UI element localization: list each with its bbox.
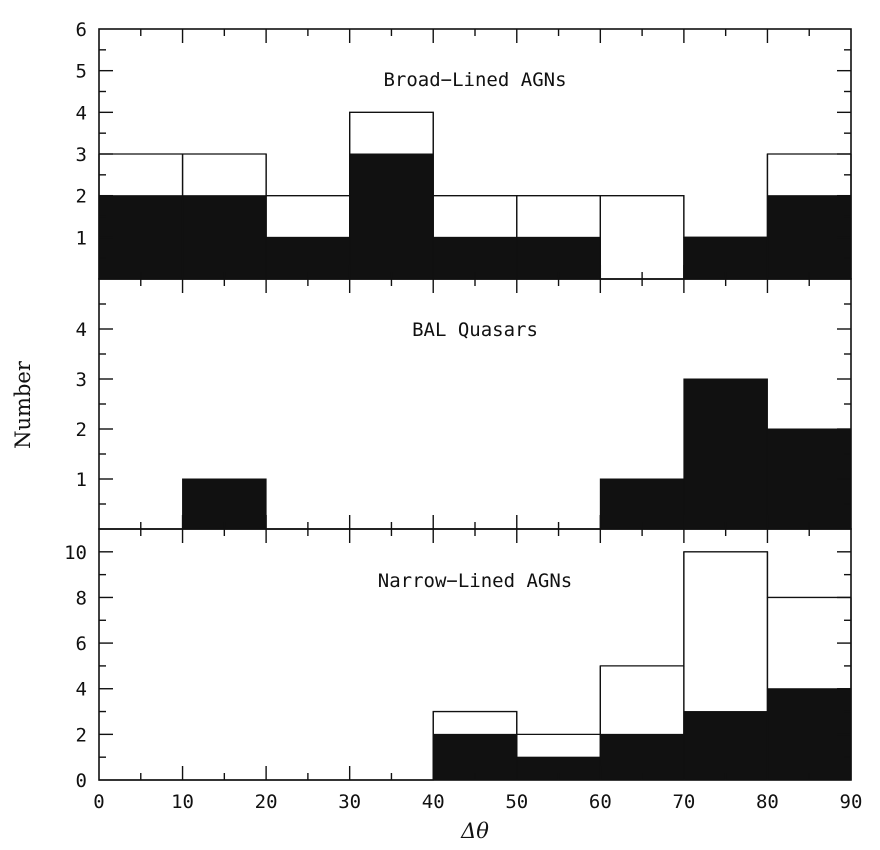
histogram-bar-filled bbox=[349, 153, 434, 280]
x-tick-label: 30 bbox=[338, 791, 361, 813]
y-tick-label: 6 bbox=[76, 19, 87, 41]
x-tick-label: 80 bbox=[756, 791, 779, 813]
y-tick-label: 2 bbox=[76, 186, 87, 208]
x-axis-tick-labels: 0 10 20 30 40 50 60 70 80 90 bbox=[93, 791, 862, 813]
x-axis-title: Δθ bbox=[460, 819, 489, 843]
y-tick-label: 1 bbox=[76, 227, 87, 249]
y-tick-label: 4 bbox=[76, 319, 87, 341]
y-tick-label: 2 bbox=[76, 419, 87, 441]
panel-narrow-lined-agns: 0 2 4 6 8 10 Narrow−Lined AGNs bbox=[64, 528, 852, 792]
histogram-bar-filled bbox=[182, 195, 267, 280]
y-tick-label: 2 bbox=[76, 724, 87, 746]
x-tick-label: 60 bbox=[589, 791, 612, 813]
y-tick-label: 5 bbox=[76, 61, 87, 83]
y-tick-label: 4 bbox=[76, 102, 87, 124]
panel-title-bal-quasars: BAL Quasars bbox=[412, 319, 538, 341]
histogram-bar-filled bbox=[599, 478, 685, 530]
histogram-bar-filled bbox=[432, 236, 518, 280]
x-tick-label: 20 bbox=[255, 791, 278, 813]
histogram-bar-filled bbox=[182, 478, 267, 530]
y-tick-label: 3 bbox=[76, 369, 87, 391]
y-tick-label: 4 bbox=[76, 679, 87, 701]
y-tick-label: 3 bbox=[76, 144, 87, 166]
y-axis-title: Number bbox=[11, 360, 35, 449]
x-tick-label: 40 bbox=[422, 791, 445, 813]
x-tick-label: 0 bbox=[93, 791, 104, 813]
x-tick-label: 50 bbox=[505, 791, 528, 813]
histogram-bar-filled bbox=[683, 711, 768, 781]
x-tick-label: 90 bbox=[840, 791, 863, 813]
y-tick-label: 6 bbox=[76, 633, 87, 655]
y-tick-label: 0 bbox=[76, 770, 87, 792]
histogram-bar-filled bbox=[683, 378, 768, 530]
y-tick-label: 1 bbox=[76, 469, 87, 491]
panel-bal-quasars: 1 2 3 4 BAL Quasars bbox=[76, 278, 852, 530]
panel-title-broad-lined-agns: Broad−Lined AGNs bbox=[383, 69, 566, 91]
x-tick-label: 10 bbox=[171, 791, 194, 813]
panel-title-narrow-lined-agns: Narrow−Lined AGNs bbox=[378, 570, 572, 592]
x-tick-label: 70 bbox=[672, 791, 695, 813]
panel-broad-lined-agns: 1 2 3 4 5 6 Broad−Lined AGNs bbox=[76, 19, 852, 280]
y-tick-label: 8 bbox=[76, 587, 87, 609]
y-tick-label: 10 bbox=[64, 542, 87, 564]
